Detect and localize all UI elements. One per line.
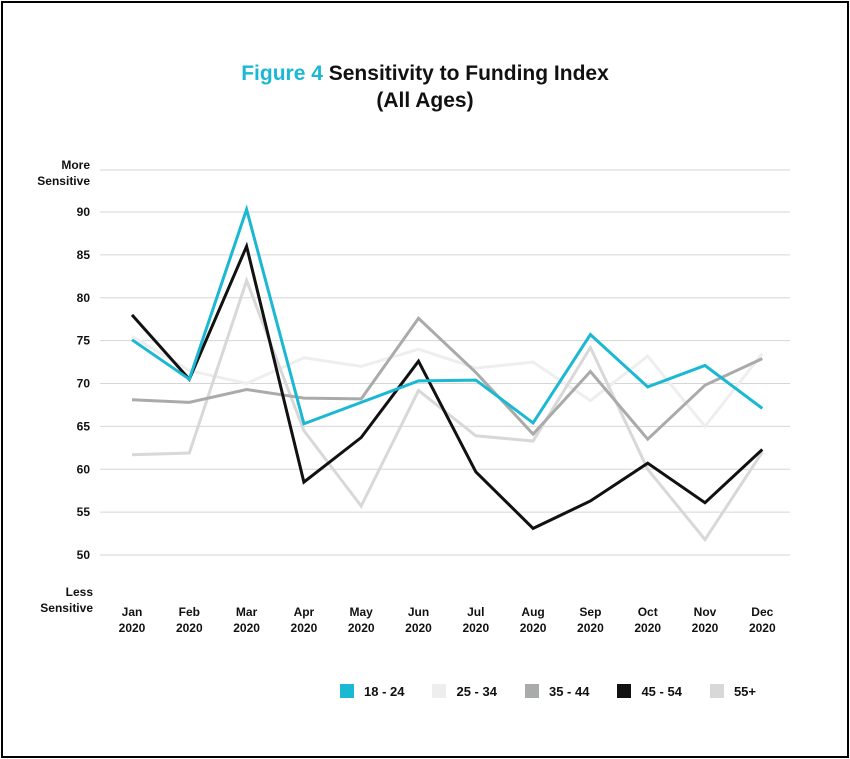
x-tick-label: 2020	[634, 621, 661, 635]
x-tick-label: Apr	[294, 605, 315, 619]
x-tick-label: 2020	[749, 621, 776, 635]
x-tick-label: Dec	[751, 605, 773, 619]
y-tick-label: 90	[77, 205, 91, 219]
y-tick-label: 70	[77, 377, 91, 391]
series-line-25-34	[131, 335, 764, 429]
y-axis-bottom-label: Sensitive	[40, 601, 93, 615]
y-tick-label: 60	[77, 462, 91, 476]
legend-item: 45 - 54	[617, 683, 682, 699]
x-tick-label: Feb	[179, 605, 200, 619]
legend-item: 18 - 24	[340, 684, 404, 699]
y-axis-top-label: Sensitive	[37, 174, 90, 188]
y-tick-label: 80	[77, 291, 91, 305]
x-tick-label: Jun	[408, 605, 429, 619]
legend-label: 55+	[733, 683, 756, 699]
y-axis-bottom-label: Less	[66, 585, 94, 599]
y-tick-label: 65	[77, 419, 91, 433]
x-tick-label: Aug	[521, 605, 544, 619]
series-line-18-24	[131, 204, 764, 426]
series-line-55	[131, 276, 764, 543]
legend-item: 55+	[709, 683, 756, 699]
y-tick-label: 50	[77, 548, 91, 562]
legend-label: 45 - 54	[641, 683, 682, 699]
legend-label: 18 - 24	[364, 683, 405, 699]
legend-label: 25 - 34	[456, 683, 497, 699]
x-tick-label: 2020	[692, 621, 719, 635]
x-tick-label: 2020	[119, 621, 146, 635]
x-tick-label: Jul	[467, 605, 484, 619]
legend-swatch	[524, 684, 539, 698]
title-main: Sensitivity to Funding Index	[328, 62, 609, 85]
legend-item: 35 - 44	[524, 683, 590, 699]
legend-swatch	[709, 684, 724, 698]
y-tick-label: 85	[77, 248, 91, 262]
x-tick-label: 2020	[520, 621, 547, 635]
x-tick-label: 2020	[462, 621, 489, 635]
legend-item: 25 - 34	[432, 683, 497, 699]
legend-swatch	[432, 684, 447, 698]
series-line-35-44	[131, 316, 763, 442]
legend-swatch	[617, 684, 632, 698]
chart-legend: 18 - 24 25 - 34 35 - 44 45 - 54 55+	[340, 680, 784, 702]
x-tick-label: Jan	[122, 605, 143, 619]
x-tick-label: Mar	[236, 605, 258, 619]
series-line-45-54	[130, 241, 764, 531]
y-tick-label: 55	[77, 505, 91, 519]
x-tick-label: Sep	[579, 605, 601, 619]
legend-label: 35 - 44	[548, 683, 590, 699]
x-tick-label: 2020	[176, 621, 203, 635]
chart-title: Figure 4 Sensitivity to Funding Index (A…	[0, 60, 850, 114]
x-tick-label: 2020	[233, 621, 260, 635]
x-tick-label: Oct	[638, 605, 658, 619]
title-subtitle: (All Ages)	[376, 89, 474, 112]
x-tick-label: May	[350, 605, 374, 619]
x-tick-label: Nov	[694, 605, 717, 619]
y-tick-label: 75	[77, 334, 91, 348]
x-tick-label: 2020	[291, 621, 318, 635]
x-tick-label: 2020	[577, 621, 604, 635]
x-tick-label: 2020	[348, 621, 375, 635]
y-axis-top-label: More	[61, 158, 90, 172]
x-tick-label: 2020	[405, 621, 432, 635]
figure-number: Figure 4	[241, 62, 323, 85]
legend-swatch	[340, 684, 354, 698]
